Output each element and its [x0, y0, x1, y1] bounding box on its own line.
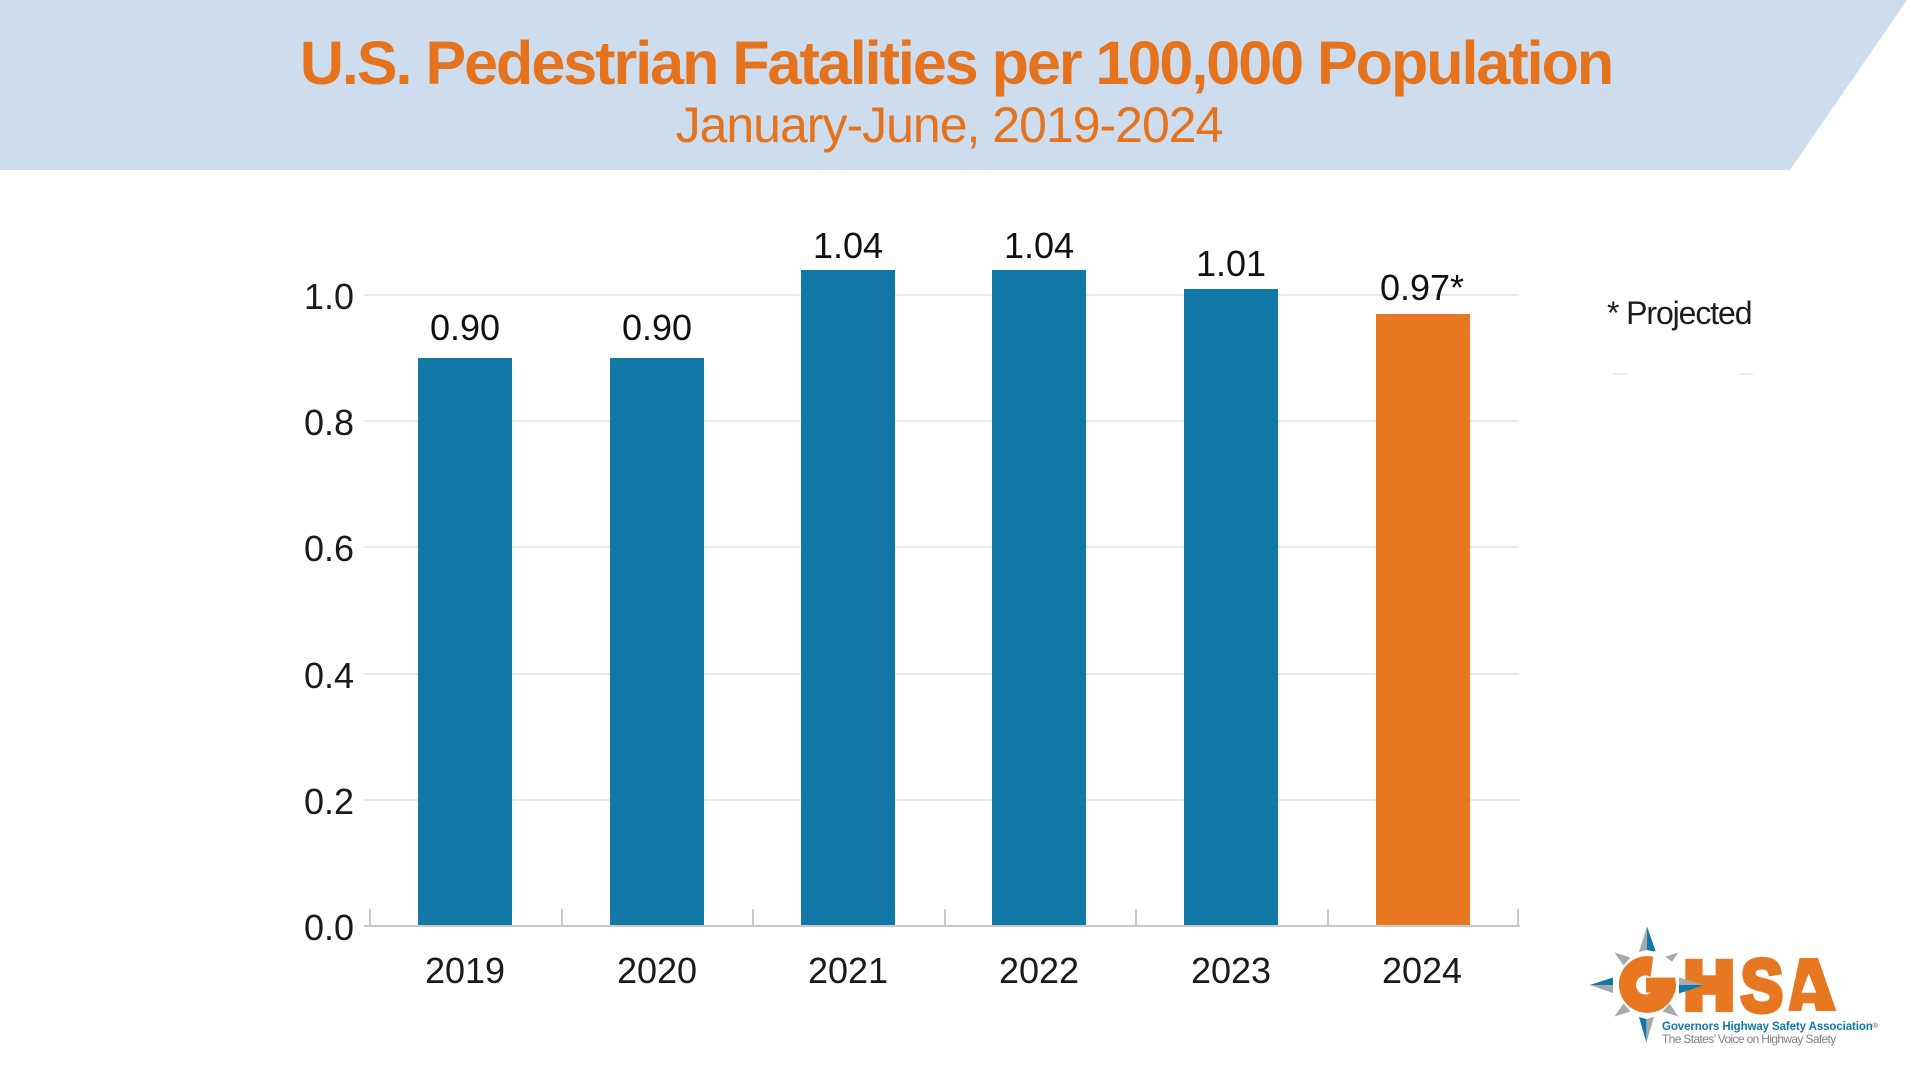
- svg-text:S: S: [1741, 945, 1783, 1028]
- svg-text:®: ®: [1873, 1021, 1879, 1030]
- svg-text:Governors Highway Safety Assoc: Governors Highway Safety Association: [1662, 1021, 1873, 1033]
- svg-text:The States’ Voice on Highway S: The States’ Voice on Highway Safety: [1662, 1032, 1836, 1046]
